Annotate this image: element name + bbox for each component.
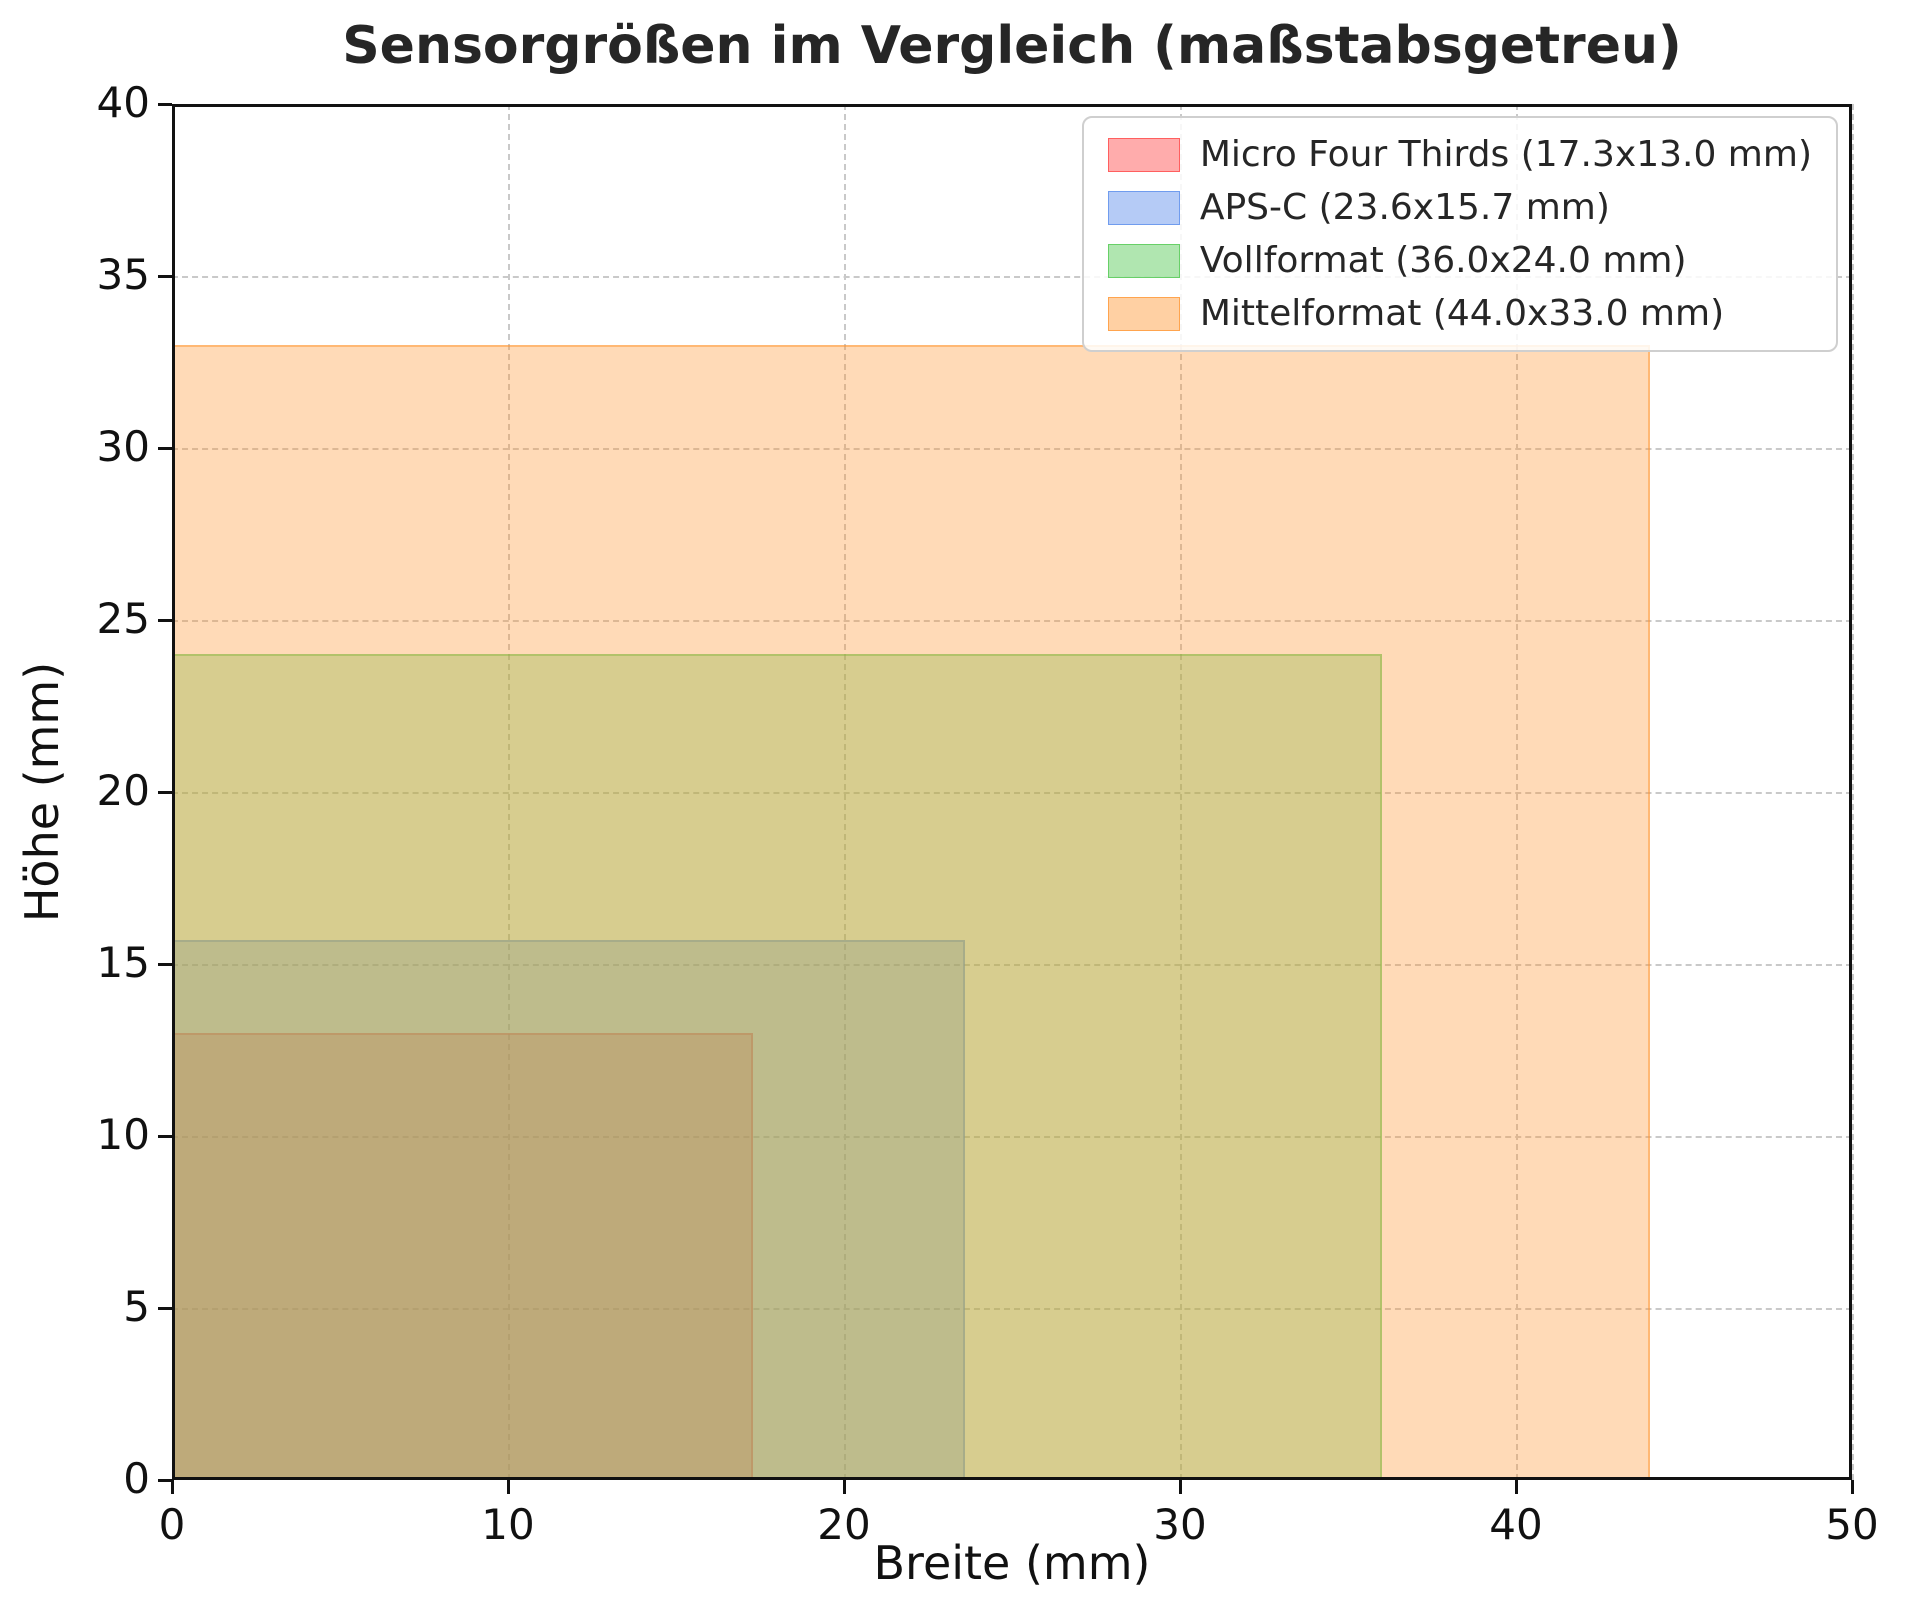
gridline-y-25 <box>172 620 1852 622</box>
y-tick-40 <box>158 102 172 106</box>
y-tick-label-0: 0 <box>123 1454 150 1503</box>
chart-title: Sensorgrößen im Vergleich (maßstabsgetre… <box>342 16 1682 76</box>
x-tick-0 <box>170 1480 174 1494</box>
y-tick-0 <box>158 1478 172 1482</box>
gridline-y-35 <box>172 276 1852 278</box>
legend-swatch-icon <box>1107 296 1180 331</box>
legend-swatch-icon <box>1107 190 1180 225</box>
x-tick-50 <box>1850 1480 1854 1494</box>
y-tick-35 <box>158 274 172 278</box>
sensor-rect-mittelformat <box>172 344 1651 1480</box>
x-tick-label-0: 0 <box>158 1500 186 1549</box>
y-tick-15 <box>158 962 172 966</box>
plot-area: Micro Four Thirds (17.3x13.0 mm) APS-C (2… <box>97 78 1879 1549</box>
sensor-rect-aps-c <box>172 939 965 1480</box>
legend-swatch-icon <box>1107 243 1180 278</box>
x-tick-40 <box>1514 1480 1518 1494</box>
y-tick-label-30: 30 <box>96 422 150 471</box>
gridline-y-40 <box>172 104 1852 106</box>
legend-label: Micro Four Thirds (17.3x13.0 mm) <box>1199 134 1812 175</box>
y-tick-label-20: 20 <box>96 766 150 815</box>
x-tick-label-40: 40 <box>1489 1500 1543 1549</box>
legend-item-vollformat: Vollformat (36.0x24.0 mm) <box>1107 240 1812 281</box>
legend-item-aps-c: APS-C (23.6x15.7 mm) <box>1107 187 1812 228</box>
y-tick-label-10: 10 <box>96 1110 150 1159</box>
x-tick-label-30: 30 <box>1153 1500 1207 1549</box>
x-tick-label-20: 20 <box>817 1500 871 1549</box>
y-tick-label-25: 25 <box>96 594 150 643</box>
y-tick-20 <box>158 790 172 794</box>
gridline-x-50 <box>1852 104 1854 1480</box>
legend: Micro Four Thirds (17.3x13.0 mm) APS-C (2… <box>1081 116 1838 352</box>
y-tick-30 <box>158 446 172 450</box>
gridline-y-5 <box>172 1308 1852 1310</box>
legend-item-mittelformat: Mittelformat (44.0x33.0 mm) <box>1107 293 1812 334</box>
x-tick-label-50: 50 <box>1825 1500 1879 1549</box>
x-axis-label: Breite (mm) <box>873 1536 1151 1590</box>
y-tick-label-5: 5 <box>123 1282 150 1331</box>
x-tick-30 <box>1178 1480 1182 1494</box>
gridline-y-30 <box>172 448 1852 450</box>
gridline-y-10 <box>172 1136 1852 1138</box>
x-tick-20 <box>842 1480 846 1494</box>
y-tick-label-40: 40 <box>96 78 150 127</box>
y-tick-label-35: 35 <box>96 250 150 299</box>
y-axis-label: Höhe (mm) <box>15 661 69 923</box>
y-tick-10 <box>158 1134 172 1138</box>
legend-label: APS-C (23.6x15.7 mm) <box>1199 187 1610 228</box>
legend-label: Vollformat (36.0x24.0 mm) <box>1199 240 1687 281</box>
legend-label: Mittelformat (44.0x33.0 mm) <box>1199 293 1725 334</box>
y-tick-25 <box>158 618 172 622</box>
x-tick-10 <box>506 1480 510 1494</box>
legend-swatch-icon <box>1107 137 1180 172</box>
y-tick-5 <box>158 1306 172 1310</box>
legend-item-micro-four-thirds: Micro Four Thirds (17.3x13.0 mm) <box>1107 134 1812 175</box>
gridline-y-20 <box>172 792 1852 794</box>
x-tick-label-10: 10 <box>481 1500 535 1549</box>
gridline-y-15 <box>172 964 1852 966</box>
y-tick-label-15: 15 <box>96 938 150 987</box>
sensor-rect-micro-four-thirds <box>172 1032 754 1480</box>
